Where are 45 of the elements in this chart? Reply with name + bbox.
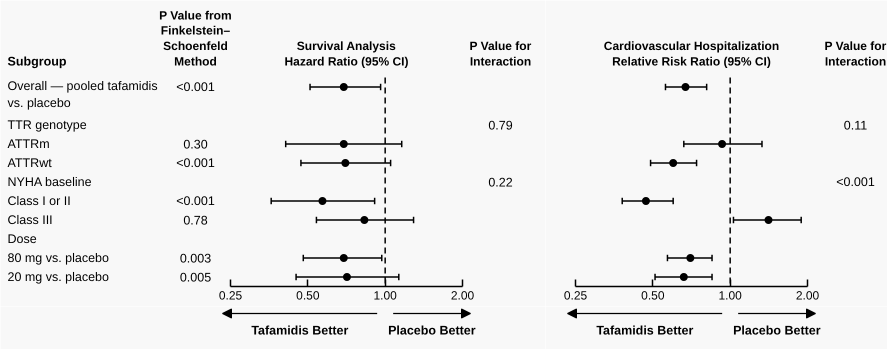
- point: [360, 216, 368, 224]
- text: 0.003: [180, 252, 212, 266]
- point: [342, 273, 351, 281]
- text: <0.001: [176, 80, 215, 94]
- x-tick-label: 0.50: [296, 288, 320, 302]
- text: P Value for Interaction: [469, 39, 532, 68]
- y-tick-label: Overall — pooled tafamidis vs. placebo: [8, 79, 158, 110]
- y-tick-label: Dose: [8, 232, 37, 246]
- y-tick-label: Class III: [8, 213, 53, 227]
- x-tick-label: 0.50: [641, 288, 665, 302]
- y-tick-label: 80 mg vs. placebo: [8, 251, 109, 265]
- x-tick-label: 1.00: [718, 288, 742, 302]
- y-tick-label: NYHA baseline: [8, 175, 92, 189]
- point: [341, 159, 350, 167]
- text: Placebo Better: [733, 324, 821, 338]
- y-axis-title: Subgroup: [8, 54, 67, 68]
- text: <0.001: [176, 194, 215, 208]
- y-tick-label: ATTRwt: [8, 156, 52, 170]
- y-tick-label: TTR genotype: [8, 118, 87, 132]
- text: P Value for Interaction: [824, 39, 887, 68]
- text: 0.11: [844, 118, 868, 132]
- point: [340, 140, 348, 148]
- x-tick-label: 1.00: [373, 288, 398, 302]
- text: Placebo Better: [388, 324, 476, 338]
- x-tick-label: 0.25: [564, 288, 588, 302]
- point: [340, 254, 348, 262]
- chart-title: Cardiovascular Hospitalization Relative Risk Ratio (95% CI): [604, 39, 780, 68]
- y-tick-label: Class I or II: [8, 194, 71, 208]
- text: 0.005: [180, 270, 212, 284]
- x-tick-label: 0.25: [218, 288, 243, 302]
- point: [340, 83, 348, 91]
- text: 0.22: [488, 176, 513, 190]
- x-tick-label: 2.00: [450, 288, 475, 302]
- text: 0.30: [183, 138, 208, 152]
- text: <0.001: [176, 156, 215, 170]
- y-tick-label: ATTRm: [8, 137, 50, 151]
- y-tick-label: 20 mg vs. placebo: [8, 270, 109, 284]
- text: <0.001: [836, 175, 875, 189]
- text: Tafamidis Better: [251, 324, 348, 338]
- text: 0.79: [488, 118, 513, 132]
- x-tick-label: 2.00: [796, 288, 820, 302]
- text: P Value from Finkelstein–Schoenfeld Method: [159, 8, 232, 68]
- chart-title: Survival Analysis Hazard Ratio (95% CI): [284, 39, 409, 68]
- text: Tafamidis Better: [596, 324, 694, 338]
- text: 0.78: [183, 214, 208, 228]
